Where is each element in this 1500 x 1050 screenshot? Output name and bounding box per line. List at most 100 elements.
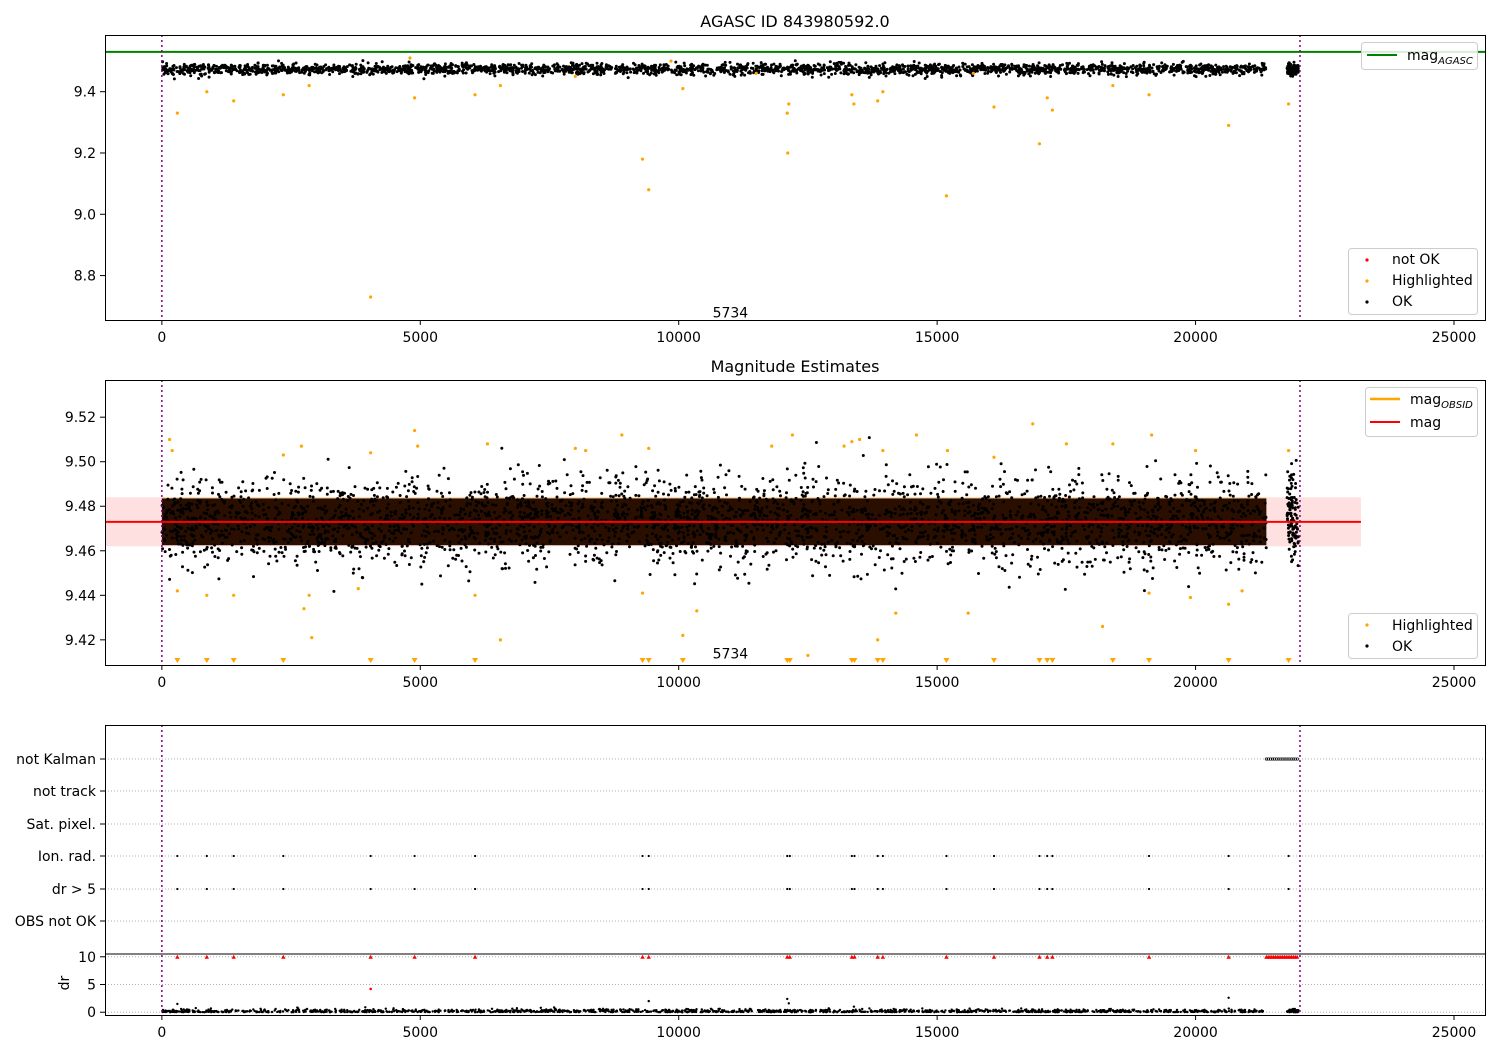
ok-point — [827, 75, 831, 79]
ok-point — [771, 478, 775, 482]
ok-point — [983, 522, 987, 526]
ok-point — [534, 554, 537, 557]
ok-point — [366, 487, 370, 491]
ok-point — [883, 61, 887, 65]
ok-point — [1046, 513, 1050, 517]
ok-point — [1069, 489, 1073, 493]
ok-point — [517, 62, 521, 65]
ok-point — [289, 538, 293, 542]
ok-point — [312, 550, 316, 554]
ok-point — [517, 533, 521, 537]
ok-point — [523, 515, 527, 519]
ok-point — [623, 496, 627, 500]
ok-point — [1049, 470, 1053, 474]
ok-point — [906, 493, 910, 497]
ok-point — [1047, 63, 1051, 67]
ok-point — [1235, 524, 1239, 527]
ok-point — [348, 63, 352, 67]
ok-point — [650, 511, 654, 515]
ok-point — [940, 66, 944, 70]
ok-point — [1159, 477, 1163, 481]
ok-point — [828, 65, 832, 69]
ok-point — [649, 542, 653, 546]
ok-point — [162, 527, 166, 531]
ok-point — [621, 471, 625, 475]
ok-point — [1060, 546, 1064, 550]
ok-point — [802, 63, 806, 67]
ok-point — [1017, 534, 1021, 538]
ok-point — [1145, 524, 1149, 528]
ok-point — [569, 484, 573, 488]
ok-point — [889, 515, 893, 519]
ok-point — [370, 512, 374, 516]
ok-point — [256, 71, 260, 75]
ok-point — [526, 549, 530, 552]
ok-point — [769, 530, 773, 534]
y-tick-label: 9.2 — [74, 146, 96, 162]
x-tick-label: 0 — [157, 330, 166, 346]
ok-point — [1218, 554, 1222, 558]
ok-point — [893, 534, 896, 537]
ok-point — [935, 462, 939, 466]
ok-point — [564, 504, 568, 508]
ok-point — [1115, 68, 1119, 72]
ok-point — [1057, 499, 1061, 503]
ok-point — [374, 67, 378, 70]
ok-point — [494, 503, 498, 507]
ok-point — [203, 565, 207, 569]
ok-point — [884, 463, 888, 467]
ok-point — [515, 532, 519, 536]
ok-point — [1033, 71, 1037, 75]
ok-point — [458, 518, 462, 521]
ok-point — [1142, 64, 1146, 68]
ok-point — [773, 499, 777, 503]
ok-point — [970, 63, 974, 67]
ok-point — [289, 491, 293, 495]
ok-point — [569, 508, 573, 512]
ok-point — [522, 530, 526, 534]
ok-point — [1127, 560, 1131, 564]
ok-point — [216, 522, 220, 526]
ok-point — [1037, 61, 1041, 65]
ok-point — [682, 515, 686, 519]
ok-point — [1241, 545, 1245, 549]
ok-point — [699, 469, 703, 473]
ok-point — [1117, 517, 1121, 521]
highlighted-point — [681, 87, 685, 91]
ok-point — [271, 72, 274, 75]
ok-point — [1142, 62, 1146, 65]
ok-point — [1087, 524, 1091, 528]
ok-point — [448, 517, 452, 520]
ok-point — [1240, 540, 1244, 544]
ok-point — [976, 512, 980, 516]
ok-point — [350, 545, 354, 548]
ok-point — [1207, 66, 1211, 70]
ok-point — [817, 465, 821, 468]
ok-point — [338, 503, 342, 507]
ok-point — [989, 528, 993, 532]
highlighted-point — [850, 93, 854, 97]
ok-point — [1132, 499, 1136, 503]
ok-point — [203, 72, 207, 76]
ok-point — [1061, 63, 1064, 67]
ok-point — [459, 546, 463, 550]
ok-point — [193, 538, 197, 542]
ok-point — [316, 71, 320, 75]
ok-point — [257, 488, 261, 492]
ok-point — [595, 538, 599, 541]
ok-point — [479, 492, 483, 496]
ok-point — [175, 525, 179, 528]
ok-point — [605, 468, 609, 472]
ok-point — [493, 74, 497, 78]
ok-point — [725, 501, 729, 505]
ok-point — [312, 526, 316, 530]
ok-point — [1036, 495, 1040, 499]
ok-point — [802, 471, 806, 475]
ok-point — [537, 533, 541, 537]
ok-point — [1043, 496, 1047, 499]
ok-point — [1215, 69, 1219, 73]
ok-point — [1250, 493, 1254, 496]
legend-not-ok-label: not OK — [1392, 252, 1440, 268]
ok-point — [558, 511, 562, 515]
ok-point — [633, 63, 637, 67]
